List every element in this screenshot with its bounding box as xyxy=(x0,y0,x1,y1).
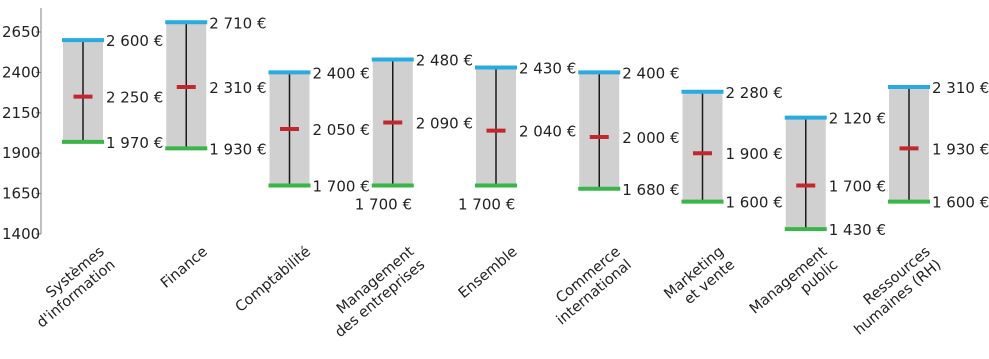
low-value-label: 1 930 € xyxy=(209,140,266,158)
median-value-label: 2 250 € xyxy=(106,89,163,107)
y-tick-label: 2150 xyxy=(2,104,40,122)
high-value-label: 2 280 € xyxy=(726,84,783,102)
low-value-label: 1 700 € xyxy=(458,196,515,214)
category-label-line: Comptabilité xyxy=(233,244,314,316)
high-value-label: 2 400 € xyxy=(622,64,679,82)
median-value-label: 2 040 € xyxy=(519,123,576,141)
category-label: Ensemble xyxy=(456,244,521,302)
category-label: Managementpublic xyxy=(747,244,842,331)
high-value-label: 2 600 € xyxy=(106,32,163,50)
high-value-label: 2 310 € xyxy=(932,79,989,97)
low-value-label: 1 700 € xyxy=(355,196,412,214)
median-value-label: 1 930 € xyxy=(932,140,989,158)
y-tick-label: 2650 xyxy=(2,23,40,41)
category-label: Systèmesd'information xyxy=(23,244,118,332)
y-tick-label: 1400 xyxy=(2,225,40,243)
median-value-label: 1 700 € xyxy=(829,178,886,196)
y-tick-label: 1650 xyxy=(2,185,40,203)
category-label-line: Ensemble xyxy=(456,244,521,302)
y-tick-label: 2400 xyxy=(2,63,40,81)
low-value-label: 1 430 € xyxy=(829,221,886,239)
category-label: Finance xyxy=(158,244,211,292)
category-label: Managementdes entreprises xyxy=(321,244,428,341)
low-value-label: 1 700 € xyxy=(313,178,370,196)
category-label-line: Finance xyxy=(158,244,211,292)
high-value-label: 2 710 € xyxy=(209,14,266,32)
low-value-label: 1 600 € xyxy=(726,194,783,212)
y-tick-label: 1900 xyxy=(2,144,40,162)
high-value-label: 2 120 € xyxy=(829,110,886,128)
high-value-label: 2 400 € xyxy=(313,64,370,82)
high-value-label: 2 480 € xyxy=(416,51,473,69)
category-label: Comptabilité xyxy=(233,244,314,316)
median-value-label: 2 000 € xyxy=(622,129,679,147)
median-value-label: 2 310 € xyxy=(209,79,266,97)
category-label: Ressourceshumaines (RH) xyxy=(841,244,945,339)
median-value-label: 2 090 € xyxy=(416,114,473,132)
median-value-label: 1 900 € xyxy=(726,145,783,163)
category-label: Marketinget vente xyxy=(661,244,738,316)
median-value-label: 2 050 € xyxy=(313,121,370,139)
high-value-label: 2 430 € xyxy=(519,60,576,78)
low-value-label: 1 680 € xyxy=(622,181,679,199)
category-label: Commerceinternational xyxy=(543,244,635,329)
low-value-label: 1 600 € xyxy=(932,194,989,212)
low-value-label: 1 970 € xyxy=(106,134,163,152)
